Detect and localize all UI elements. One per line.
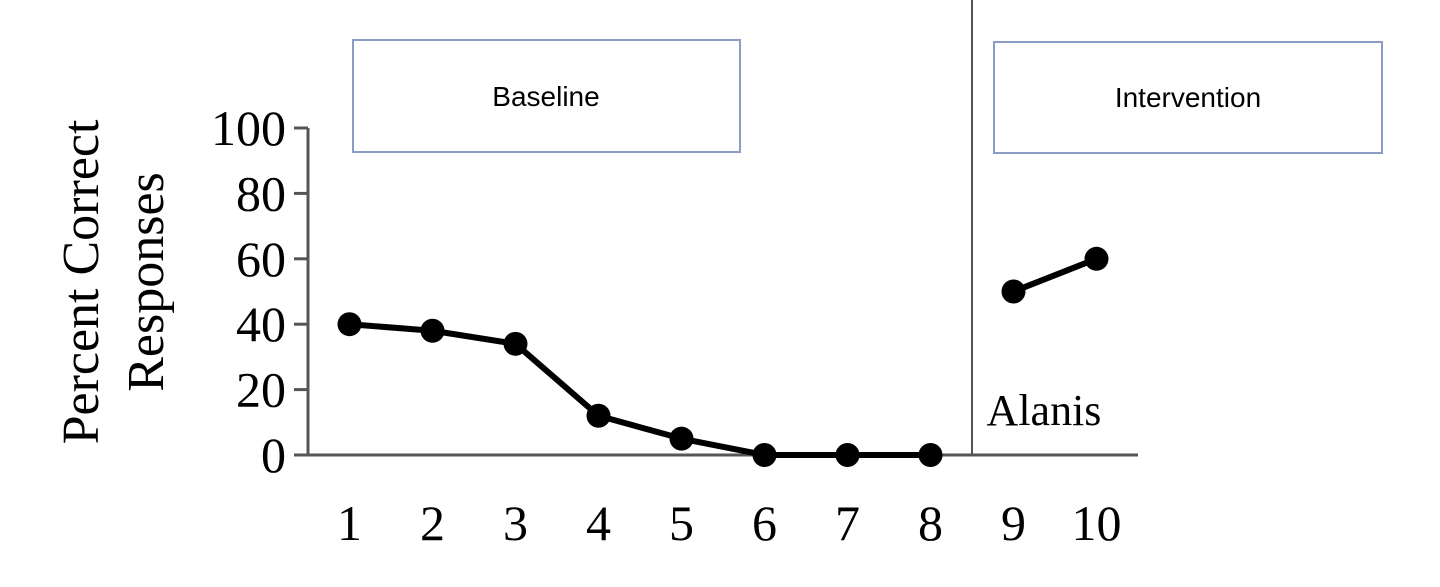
x-tick-label: 2 bbox=[420, 495, 445, 551]
x-tick-label: 6 bbox=[752, 495, 777, 551]
baseline-phase-box bbox=[352, 39, 741, 153]
x-tick-label: 4 bbox=[586, 495, 611, 551]
x-tick-label: 7 bbox=[835, 495, 860, 551]
data-point bbox=[918, 443, 943, 467]
x-tick-label: 3 bbox=[503, 495, 528, 551]
phase-1-series-line bbox=[346, 321, 934, 458]
baseline-phase-label: Baseline bbox=[492, 81, 599, 112]
data-point bbox=[337, 312, 362, 337]
phase-2-series-line bbox=[1010, 255, 1100, 295]
participant-label: Alanis bbox=[987, 386, 1102, 435]
y-axis-title-line2: Responses bbox=[118, 172, 175, 392]
intervention-phase-label: Intervention bbox=[1115, 82, 1261, 113]
y-axis-title-line1: Percent Correct bbox=[53, 119, 110, 444]
y-axis-ticks: 0 20 40 60 80 100 bbox=[211, 100, 308, 483]
y-tick-label: 100 bbox=[211, 100, 286, 156]
intervention-phase-box bbox=[993, 41, 1383, 154]
data-point bbox=[752, 443, 777, 467]
data-point bbox=[669, 426, 694, 451]
x-axis-ticks: 1 2 3 4 5 6 7 8 9 10 bbox=[337, 495, 1122, 551]
data-point bbox=[1084, 246, 1109, 271]
y-tick-label: 80 bbox=[236, 165, 286, 221]
data-point bbox=[1001, 279, 1026, 304]
y-tick-label: 40 bbox=[236, 296, 286, 352]
x-tick-label: 8 bbox=[918, 495, 943, 551]
data-point bbox=[503, 331, 528, 356]
x-tick-label: 5 bbox=[669, 495, 694, 551]
y-tick-label: 0 bbox=[261, 427, 286, 483]
data-point bbox=[586, 403, 611, 428]
y-tick-label: 20 bbox=[236, 362, 286, 418]
data-point bbox=[420, 318, 445, 343]
x-tick-label: 10 bbox=[1072, 495, 1122, 551]
y-tick-label: 60 bbox=[236, 231, 286, 287]
x-tick-label: 1 bbox=[337, 495, 362, 551]
data-series bbox=[337, 246, 1109, 467]
data-point bbox=[835, 443, 860, 467]
x-tick-label: 9 bbox=[1001, 495, 1026, 551]
